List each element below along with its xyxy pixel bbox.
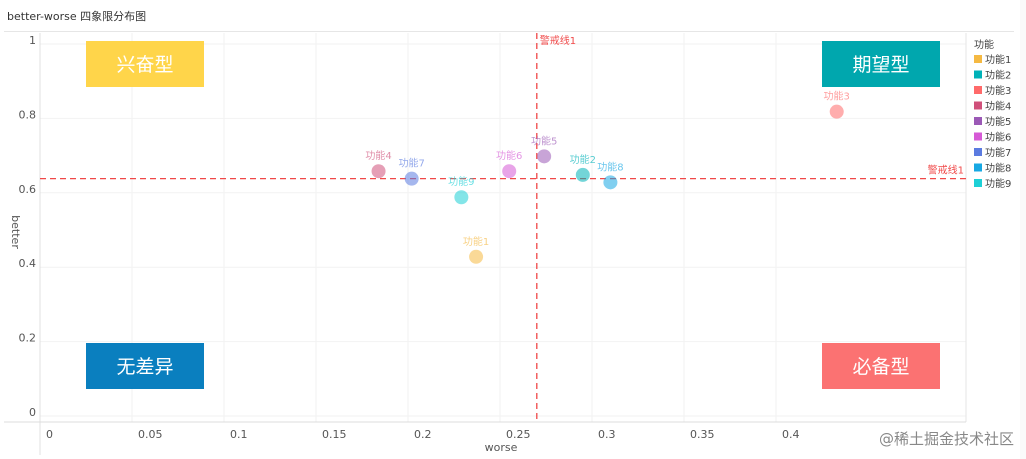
x-tick-label: 0.05 [138, 428, 163, 441]
quadrant-box-bottom-right [822, 343, 940, 389]
x-axis-title: worse [485, 441, 518, 454]
data-point-label: 功能1 [463, 235, 489, 248]
warning-line-label: 警戒线1 [540, 34, 576, 47]
y-tick-label: 0.8 [19, 108, 37, 121]
legend-swatch[interactable] [974, 55, 982, 63]
chart-title: better-worse 四象限分布图 [7, 10, 147, 23]
watermark: @稀土掘金技术社区 [878, 430, 1014, 448]
data-point[interactable] [469, 249, 484, 264]
data-point-label: 功能3 [824, 90, 850, 103]
data-point[interactable] [371, 164, 386, 179]
data-point-label: 功能2 [570, 153, 596, 166]
quadrant-label-top-left: 兴奋型 [116, 54, 173, 76]
y-tick-label: 0.4 [19, 257, 37, 270]
x-tick-label: 0 [46, 428, 53, 441]
x-tick-label: 0.1 [230, 428, 248, 441]
legend-swatch[interactable] [974, 148, 982, 156]
legend-swatch[interactable] [974, 70, 982, 79]
legend-swatch[interactable] [974, 163, 982, 172]
scrollbar[interactable] [1020, 0, 1026, 459]
data-point-label: 功能7 [398, 157, 424, 170]
data-point[interactable] [502, 164, 517, 179]
quadrant-box-bottom-left [86, 343, 204, 389]
legend-item[interactable]: 功能1 [985, 53, 1011, 66]
legend-title: 功能 [974, 38, 994, 51]
data-point[interactable] [404, 171, 419, 186]
legend-swatch[interactable] [974, 179, 982, 187]
data-point-label: 功能6 [496, 149, 522, 162]
y-tick-label: 0.6 [19, 183, 37, 196]
data-point-label: 功能8 [597, 160, 623, 173]
x-tick-label: 0.15 [322, 428, 347, 441]
legend-swatch[interactable] [974, 132, 982, 141]
data-point[interactable] [454, 190, 469, 205]
legend-swatch[interactable] [974, 117, 982, 125]
y-axis-title: better [9, 215, 22, 249]
data-point-label: 功能9 [448, 175, 474, 188]
y-tick-label: 1 [29, 34, 36, 47]
warning-line-label: 警戒线1 [928, 164, 964, 177]
divider [4, 31, 1014, 32]
quadrant-box-top-right [822, 41, 940, 87]
data-point[interactable] [829, 104, 844, 119]
quadrant-box-top-left [86, 41, 204, 87]
quadrant-label-top-right: 期望型 [852, 54, 909, 76]
quadrant-label-bottom-right: 必备型 [852, 356, 909, 378]
y-tick-label: 0.2 [19, 332, 37, 345]
legend-item[interactable]: 功能8 [985, 162, 1011, 175]
legend-swatch[interactable] [974, 86, 982, 94]
legend-item[interactable]: 功能3 [985, 84, 1011, 97]
x-tick-label: 0.25 [506, 428, 531, 441]
x-tick-label: 0.4 [782, 428, 800, 441]
data-point-label: 功能4 [365, 149, 391, 162]
data-point-label: 功能5 [531, 134, 557, 147]
legend-item[interactable]: 功能2 [985, 69, 1011, 82]
x-tick-label: 0.3 [598, 428, 616, 441]
quadrant-label-bottom-left: 无差异 [116, 356, 173, 378]
legend-swatch[interactable] [974, 101, 982, 110]
data-point[interactable] [575, 167, 590, 182]
legend-item[interactable]: 功能5 [985, 115, 1011, 128]
data-point[interactable] [603, 175, 618, 190]
data-point[interactable] [537, 149, 552, 164]
y-tick-label: 0 [29, 406, 36, 419]
x-tick-label: 0.2 [414, 428, 432, 441]
legend-item[interactable]: 功能6 [985, 131, 1011, 144]
legend-item[interactable]: 功能7 [985, 146, 1011, 159]
x-tick-label: 0.35 [690, 428, 715, 441]
legend-item[interactable]: 功能9 [985, 177, 1011, 190]
legend-item[interactable]: 功能4 [985, 100, 1011, 113]
